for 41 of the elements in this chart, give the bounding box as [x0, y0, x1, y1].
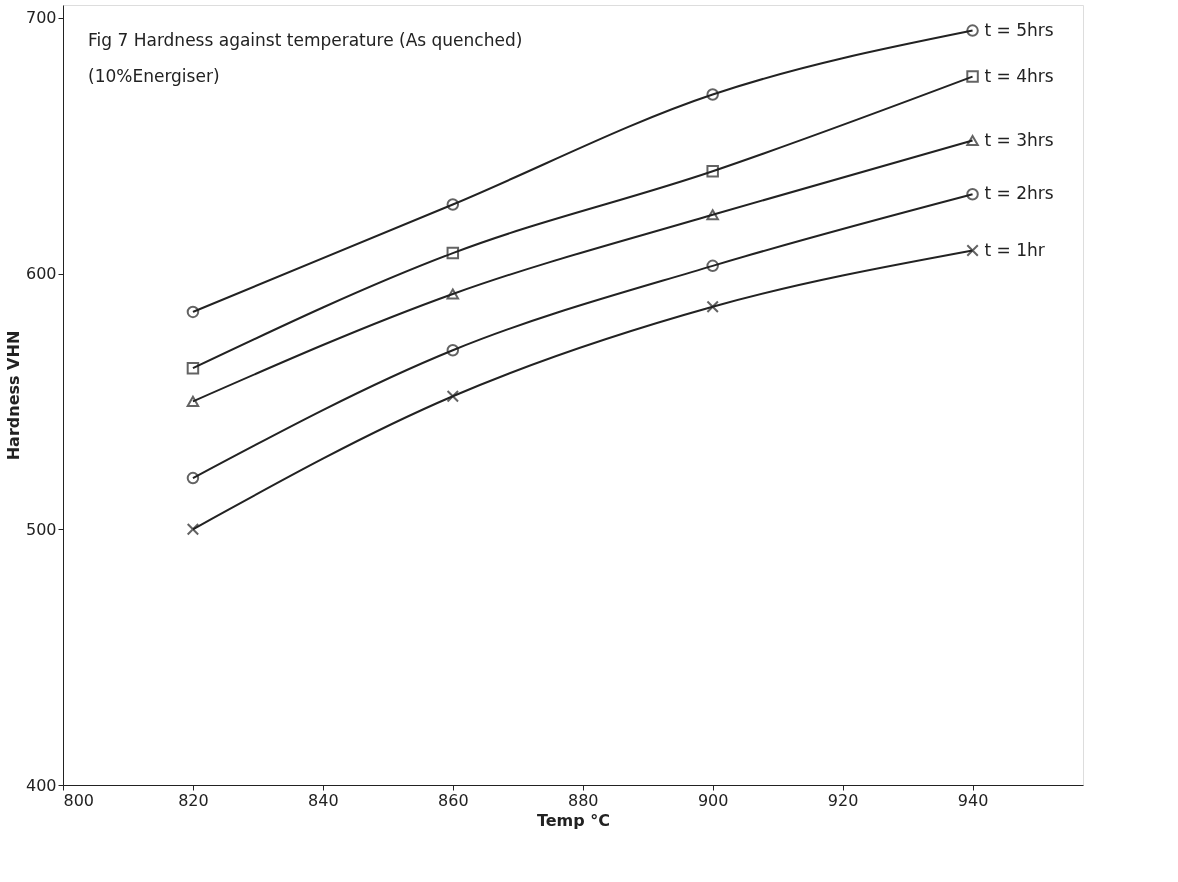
- series-label: t = 1hr: [984, 239, 1045, 260]
- point: [706, 88, 719, 101]
- point: [186, 361, 200, 375]
- series-label: t = 4hrs: [984, 65, 1054, 86]
- x-tick-label: 880: [567, 790, 599, 810]
- text: (10%Energiser): [88, 66, 220, 86]
- point: [186, 523, 200, 536]
- x-axis-title: Temp °C: [536, 810, 611, 830]
- point: [446, 246, 460, 260]
- x-tick-label: 800: [63, 790, 95, 810]
- y-tick-label: 500: [25, 519, 57, 539]
- point: [966, 244, 979, 257]
- x-tick-label: 940: [957, 790, 989, 810]
- point: [966, 70, 979, 83]
- x-tick-label: 820: [178, 790, 209, 810]
- series-label: t = 3hrs: [984, 129, 1054, 150]
- x-tick-label: 920: [827, 790, 859, 810]
- y-tick-label: 600: [25, 264, 57, 284]
- point: [706, 164, 719, 178]
- point: [446, 198, 460, 211]
- point: [706, 300, 719, 314]
- point: [706, 259, 719, 273]
- point: [186, 471, 200, 485]
- text: Fig 7 Hardness against temperature (As quenched): [88, 30, 523, 50]
- point: [966, 24, 979, 37]
- x-tick-label: 900: [697, 790, 729, 810]
- point: [966, 135, 979, 147]
- y-tick-label: 700: [25, 8, 57, 28]
- series-label: t = 5hrs: [984, 19, 1054, 40]
- x-tick-label: 840: [308, 790, 339, 810]
- point: [446, 390, 460, 403]
- y-axis-title: Hardness VHN: [3, 330, 23, 461]
- point: [966, 188, 979, 201]
- y-tick-label: 400: [25, 775, 57, 795]
- point: [446, 344, 460, 357]
- x-tick-label: 860: [438, 790, 469, 810]
- point: [446, 288, 460, 300]
- point: [186, 395, 200, 407]
- series-label: t = 2hrs: [984, 183, 1054, 204]
- point: [186, 305, 200, 319]
- point: [706, 209, 719, 221]
